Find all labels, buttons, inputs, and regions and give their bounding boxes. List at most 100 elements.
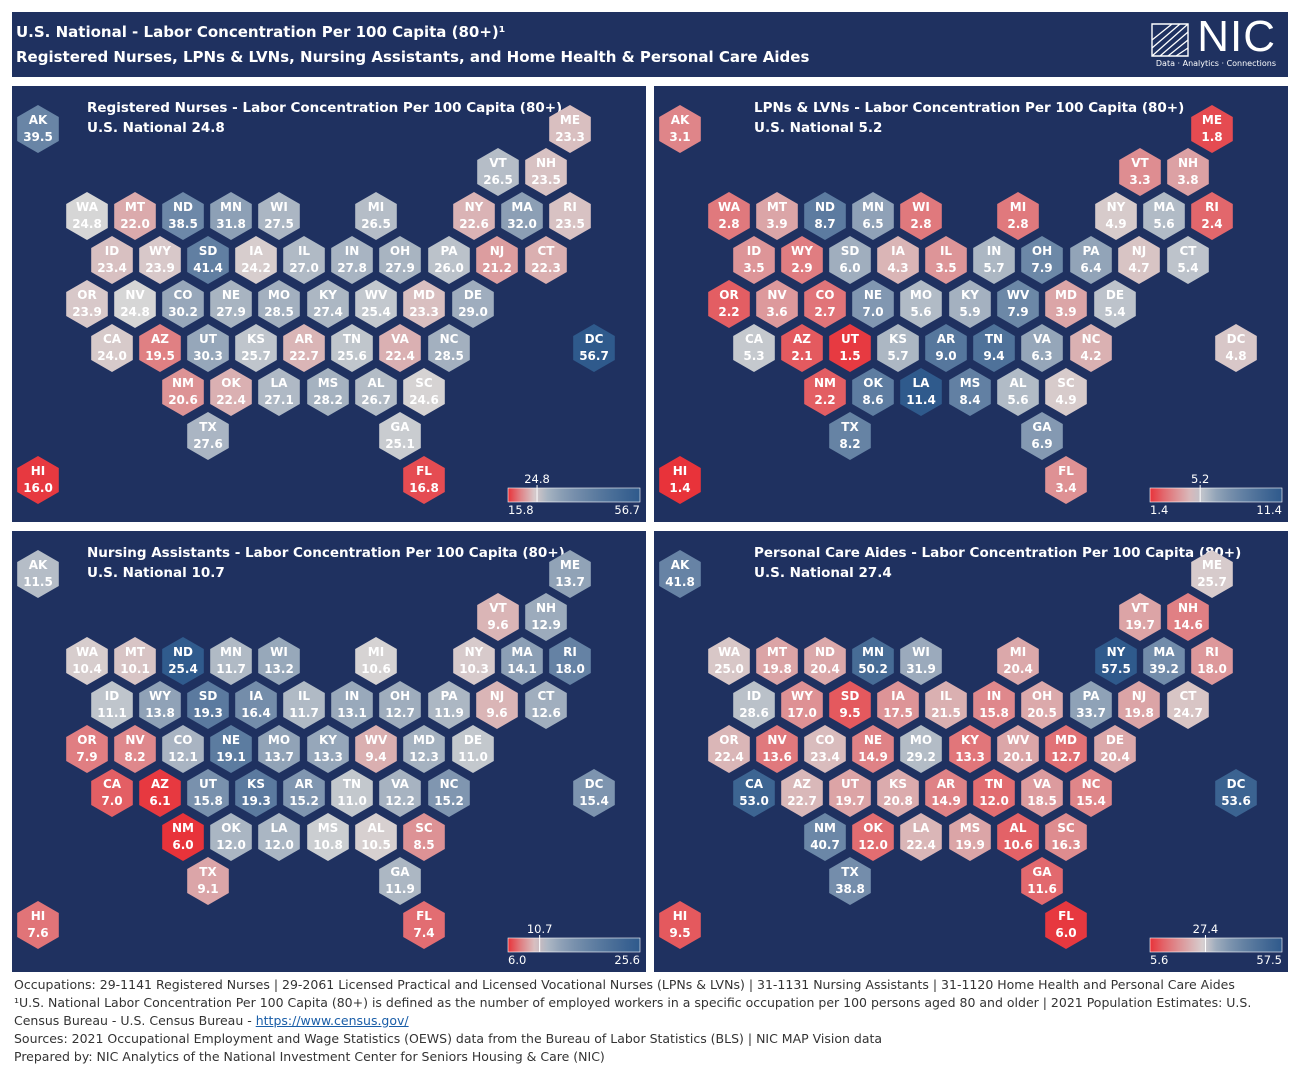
hex-mn: MN 50.2 bbox=[852, 637, 894, 685]
hex-mo: MO 28.5 bbox=[258, 280, 300, 328]
hex-de: DE 5.4 bbox=[1094, 280, 1136, 328]
hex-hi: HI 9.5 bbox=[659, 901, 701, 949]
hex-ct: CT 22.3 bbox=[525, 236, 567, 284]
hex-az: AZ 6.1 bbox=[139, 769, 181, 817]
hex-state-label: AK bbox=[671, 558, 690, 572]
hex-state-label: AZ bbox=[793, 777, 811, 791]
hex-value-label: 13.1 bbox=[337, 706, 367, 720]
hex-in: IN 15.8 bbox=[973, 681, 1015, 729]
hex-state-label: MO bbox=[268, 733, 290, 747]
hex-state-label: MT bbox=[125, 645, 146, 659]
hex-value-label: 4.2 bbox=[1080, 349, 1101, 363]
chart-subtitle: U.S. National 5.2 bbox=[754, 120, 882, 136]
hex-shape bbox=[258, 813, 300, 861]
hex-state-label: AK bbox=[29, 558, 48, 572]
hex-shape bbox=[781, 769, 823, 817]
hex-mi: MI 20.4 bbox=[997, 637, 1039, 685]
hex-value-label: 24.0 bbox=[97, 349, 127, 363]
hex-state-label: IL bbox=[298, 244, 310, 258]
hex-il: IL 21.5 bbox=[925, 681, 967, 729]
logo-tagline: Data · Analytics · Connections bbox=[1155, 59, 1276, 68]
hex-pa: PA 26.0 bbox=[428, 236, 470, 284]
hex-state-label: VT bbox=[489, 601, 507, 615]
hex-state-label: UT bbox=[841, 332, 860, 346]
hex-az: AZ 19.5 bbox=[139, 324, 181, 372]
hex-value-label: 24.8 bbox=[120, 305, 150, 319]
hex-shape bbox=[852, 637, 894, 685]
hex-wi: WI 31.9 bbox=[900, 637, 942, 685]
hex-value-label: 24.6 bbox=[409, 393, 439, 407]
hex-shape bbox=[403, 456, 445, 504]
hex-value-label: 7.9 bbox=[76, 750, 97, 764]
hex-shape bbox=[476, 681, 518, 729]
hex-value-label: 50.2 bbox=[858, 662, 888, 676]
hex-shape bbox=[1118, 236, 1160, 284]
hex-state-label: IA bbox=[249, 689, 263, 703]
hex-state-label: WI bbox=[270, 645, 288, 659]
hex-shape bbox=[573, 769, 615, 817]
hex-state-label: MN bbox=[220, 200, 242, 214]
hex-ri: RI 18.0 bbox=[549, 637, 591, 685]
hex-state-label: NH bbox=[536, 156, 556, 170]
hex-state-label: KS bbox=[889, 332, 907, 346]
hex-value-label: 21.5 bbox=[931, 706, 961, 720]
legend-min-label: 1.4 bbox=[1150, 503, 1168, 517]
hex-state-label: SC bbox=[415, 821, 433, 835]
hex-id: ID 23.4 bbox=[91, 236, 133, 284]
hex-value-label: 2.8 bbox=[1007, 217, 1028, 231]
hex-co: CO 12.1 bbox=[162, 725, 204, 773]
hex-state-label: MT bbox=[767, 200, 788, 214]
hex-value-label: 16.4 bbox=[241, 706, 271, 720]
hex-state-label: AR bbox=[295, 777, 314, 791]
hex-value-label: 30.3 bbox=[193, 349, 223, 363]
hex-value-label: 28.5 bbox=[434, 349, 464, 363]
hex-value-label: 14.9 bbox=[931, 794, 961, 808]
hex-value-label: 20.4 bbox=[1100, 750, 1130, 764]
hex-state-label: OH bbox=[390, 689, 410, 703]
hex-value-label: 23.4 bbox=[97, 261, 127, 275]
hex-state-label: WY bbox=[791, 689, 813, 703]
hex-state-label: OK bbox=[863, 821, 883, 835]
hex-value-label: 14.9 bbox=[858, 750, 888, 764]
hex-state-label: NC bbox=[440, 777, 459, 791]
hex-state-label: CT bbox=[1180, 244, 1198, 258]
hex-ok: OK 22.4 bbox=[210, 368, 252, 416]
hex-shape bbox=[1045, 280, 1087, 328]
hex-tn: TN 9.4 bbox=[973, 324, 1015, 372]
hex-state-label: DC bbox=[585, 777, 604, 791]
hex-shape bbox=[453, 192, 495, 240]
hex-value-label: 22.4 bbox=[216, 393, 246, 407]
hex-state-label: WA bbox=[76, 200, 99, 214]
hex-value-label: 8.2 bbox=[124, 750, 145, 764]
hex-shape bbox=[66, 192, 108, 240]
hex-state-label: CO bbox=[173, 288, 192, 302]
hex-shape bbox=[1021, 857, 1063, 905]
hex-state-label: MO bbox=[910, 733, 932, 747]
hex-state-label: ND bbox=[173, 645, 193, 659]
hex-value-label: 2.2 bbox=[718, 305, 739, 319]
hex-state-label: SD bbox=[199, 244, 218, 258]
hex-value-label: 28.2 bbox=[313, 393, 343, 407]
hex-value-label: 6.9 bbox=[1031, 437, 1052, 451]
census-link[interactable]: https://www.census.gov/ bbox=[255, 1013, 409, 1028]
hex-state-label: WA bbox=[718, 200, 741, 214]
hex-state-label: IA bbox=[891, 244, 905, 258]
hex-state-label: WY bbox=[149, 244, 171, 258]
hex-state-label: ID bbox=[105, 689, 119, 703]
footer-prepared-by: Prepared by: NIC Analytics of the Nation… bbox=[14, 1049, 605, 1064]
hex-state-label: WI bbox=[912, 200, 930, 214]
hex-ky: KY 5.9 bbox=[949, 280, 991, 328]
hex-shape bbox=[187, 324, 229, 372]
hex-state-label: CT bbox=[538, 244, 556, 258]
hex-shape bbox=[756, 637, 798, 685]
hex-state-label: DC bbox=[1227, 777, 1246, 791]
hex-ca: CA 24.0 bbox=[91, 324, 133, 372]
hex-nm: NM 2.2 bbox=[804, 368, 846, 416]
hex-shape bbox=[925, 769, 967, 817]
hex-tx: TX 8.2 bbox=[829, 412, 871, 460]
hex-state-label: HI bbox=[673, 909, 688, 923]
hex-state-label: DE bbox=[1106, 288, 1124, 302]
hex-value-label: 6.4 bbox=[1080, 261, 1101, 275]
hex-state-label: WY bbox=[791, 244, 813, 258]
hex-value-label: 7.4 bbox=[413, 926, 434, 940]
